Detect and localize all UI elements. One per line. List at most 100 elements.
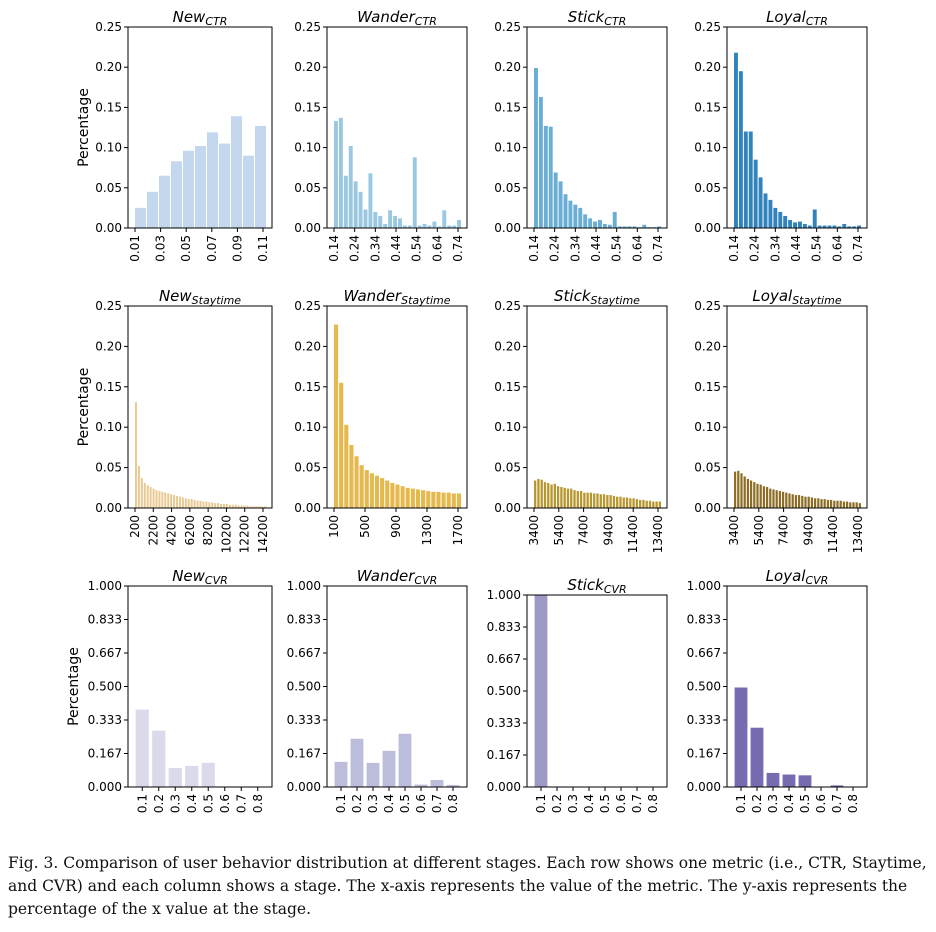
y-tick-label: 0.05: [294, 181, 321, 195]
bar: [161, 491, 164, 508]
bar: [354, 456, 359, 508]
bar: [149, 486, 152, 508]
bar: [187, 499, 190, 508]
bar: [334, 324, 339, 508]
bar: [185, 765, 199, 787]
y-tick-label: 1.000: [287, 579, 321, 593]
bar: [395, 484, 400, 508]
bar: [368, 173, 373, 228]
bar: [553, 172, 558, 228]
y-axis-label: Percentage: [76, 368, 92, 447]
y-tick-label: 0.20: [294, 339, 321, 353]
bar: [255, 506, 258, 508]
x-tick-label: 0.34: [368, 235, 382, 262]
bar: [599, 494, 602, 508]
bar: [252, 506, 255, 508]
panel-stick-ctr: StickCTR 0.00 0.05 0.10 0.15 0.20 0.25 0.14 0.24…: [494, 8, 668, 262]
x-tick-label: 7400: [777, 515, 791, 546]
bar: [807, 496, 810, 508]
y-tick-label: 0.00: [294, 221, 321, 235]
bar: [598, 219, 602, 228]
panel-stick-cvr: StickCVR 0.000 0.167 0.333 0.500 0.667 0.833 1.…: [487, 576, 668, 813]
panel-loyal-cvr: LoyalCVR 0.000 0.167 0.333 0.500 0.667 0.833 1.…: [687, 567, 868, 813]
bar: [240, 505, 243, 508]
x-tick-label: 0.4: [782, 794, 796, 813]
x-tick-label: 0.5: [201, 794, 215, 813]
x-tick-label: 4200: [165, 515, 179, 546]
bar: [602, 223, 607, 228]
panel-title: LoyalCVR: [766, 567, 829, 587]
y-tick-label: 0.500: [487, 684, 521, 698]
x-tick-label: 0.44: [589, 235, 603, 262]
panel-title: NewCTR: [173, 8, 228, 28]
bar: [820, 499, 823, 508]
y-tick-label: 1.000: [88, 579, 122, 593]
y-tick-label: 0.833: [687, 613, 721, 627]
y-tick-label: 0.167: [88, 747, 122, 761]
bar: [534, 68, 538, 228]
panel-title: LoyalCTR: [766, 8, 828, 28]
x-tick-label: 100: [327, 515, 341, 538]
x-tick-label: 0.5: [398, 794, 412, 813]
bar: [817, 498, 820, 508]
bar: [243, 505, 246, 508]
y-tick-label: 0.00: [294, 501, 321, 515]
bar: [578, 207, 583, 228]
x-tick-label: 0.8: [251, 794, 265, 813]
x-tick-label: 13400: [851, 515, 865, 553]
bar: [762, 486, 765, 508]
y-tick-label: 0.667: [287, 646, 321, 660]
bar: [846, 501, 849, 508]
y-axis-label: Percentage: [66, 647, 82, 726]
panel-title: StickStaytime: [554, 287, 640, 307]
y-tick-label: 0.00: [494, 501, 521, 515]
bar: [426, 491, 431, 508]
bar: [179, 496, 181, 508]
bar: [390, 482, 395, 508]
bar: [537, 478, 540, 508]
bar: [407, 225, 412, 228]
bar: [441, 492, 446, 508]
y-tick-label: 0.00: [95, 501, 122, 515]
bar: [830, 499, 833, 508]
bar: [782, 774, 796, 787]
bar: [570, 488, 573, 508]
y-tick-label: 0.20: [694, 339, 721, 353]
bar: [451, 493, 456, 508]
y-tick-label: 0.000: [687, 780, 721, 794]
bar: [385, 480, 390, 508]
y-tick-label: 0.00: [694, 221, 721, 235]
x-tick-label: 0.64: [430, 235, 444, 262]
bar: [593, 221, 597, 228]
bar: [847, 226, 852, 228]
x-tick-label: 0.24: [748, 235, 762, 262]
bar: [446, 492, 451, 508]
plot-frame: [326, 26, 468, 229]
x-tick-label: 0.05: [179, 235, 193, 262]
bar: [359, 465, 364, 508]
bar: [199, 500, 202, 508]
bar: [207, 132, 218, 228]
bar: [750, 727, 764, 787]
bar: [563, 487, 566, 508]
y-tick-label: 0.00: [694, 501, 721, 515]
bar: [768, 199, 773, 228]
x-tick-label: 0.64: [830, 235, 844, 262]
y-tick-label: 0.833: [88, 613, 122, 627]
bar: [176, 495, 178, 508]
x-tick-label: 0.54: [410, 235, 424, 262]
x-tick-label: 0.8: [646, 794, 660, 813]
x-tick-label: 0.7: [234, 794, 248, 813]
x-tick-label: 11400: [826, 515, 840, 553]
bar: [412, 157, 417, 228]
panel-title: StickCVR: [567, 576, 626, 596]
bar: [208, 502, 211, 508]
bar: [566, 488, 570, 508]
bar: [196, 500, 199, 508]
x-tick-label: 500: [358, 515, 372, 538]
y-tick-label: 0.333: [287, 713, 321, 727]
bar: [655, 501, 658, 508]
bar: [573, 490, 576, 508]
y-tick-label: 0.10: [694, 420, 721, 434]
y-tick-label: 0.25: [95, 299, 122, 313]
